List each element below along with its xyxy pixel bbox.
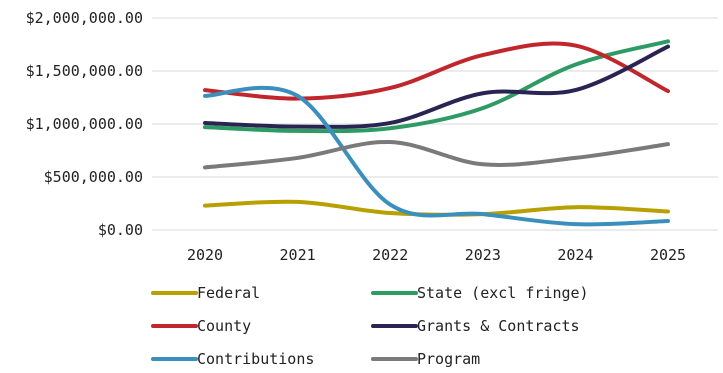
series-line-3: [203, 44, 670, 129]
series-lines: [203, 39, 670, 227]
series-line-5: [203, 140, 670, 170]
y-tick-label: $2,000,000.00: [26, 9, 143, 27]
y-axis-ticks: $0.00 $500,000.00 $1,000,000.00 $1,500,000.…: [26, 9, 143, 239]
x-axis-ticks: 2020 2021 2022 2023 2024 2025: [187, 246, 686, 264]
y-tick-label: $1,000,000.00: [26, 115, 143, 133]
series-line-4: [203, 85, 670, 227]
x-tick-label: 2022: [372, 246, 408, 264]
legend-label: State (excl fringe): [417, 284, 589, 302]
x-tick-label: 2020: [187, 246, 223, 264]
legend-label: Program: [417, 350, 480, 368]
legend-label: County: [197, 317, 251, 335]
x-tick-label: 2023: [465, 246, 501, 264]
x-tick-label: 2021: [280, 246, 316, 264]
legend-label: Federal: [197, 284, 260, 302]
y-tick-label: $1,500,000.00: [26, 62, 143, 80]
y-tick-label: $500,000.00: [44, 168, 143, 186]
series-line-1: [203, 39, 670, 134]
y-tick-label: $0.00: [98, 221, 143, 239]
series-line-2: [203, 41, 670, 101]
legend-label: Grants & Contracts: [417, 317, 580, 335]
legend: Federal State (excl fringe) County Grants &…: [151, 284, 589, 368]
series-line-0: [203, 199, 670, 217]
x-tick-label: 2024: [557, 246, 593, 264]
x-tick-label: 2025: [650, 246, 686, 264]
legend-label: Contributions: [197, 350, 314, 368]
